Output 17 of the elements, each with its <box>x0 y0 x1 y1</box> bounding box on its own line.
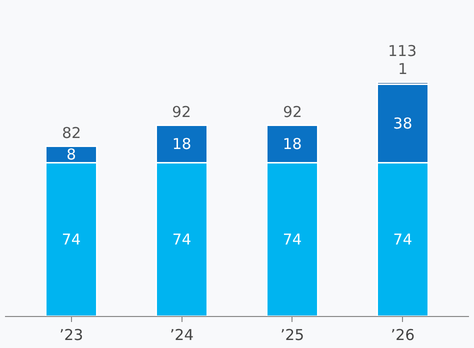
total-label: 92 <box>172 103 192 121</box>
data-label: 74 <box>393 230 412 248</box>
data-label: 38 <box>393 114 412 132</box>
data-label: 74 <box>62 230 81 248</box>
data-label: 18 <box>282 135 302 154</box>
x-tick-label: ’24 <box>170 326 194 344</box>
total-label: 82 <box>62 124 82 142</box>
x-tick-label: ’23 <box>59 326 84 344</box>
data-label: 74 <box>282 230 302 248</box>
data-label: 8 <box>66 145 76 164</box>
total-label: 92 <box>283 103 302 121</box>
data-label: 74 <box>172 230 192 248</box>
total-label: 113 <box>388 42 417 60</box>
x-tick-label: ’25 <box>280 326 304 344</box>
x-tick-label: ’26 <box>390 326 415 344</box>
data-label: 18 <box>172 135 192 154</box>
data-label: 1 <box>398 60 408 78</box>
